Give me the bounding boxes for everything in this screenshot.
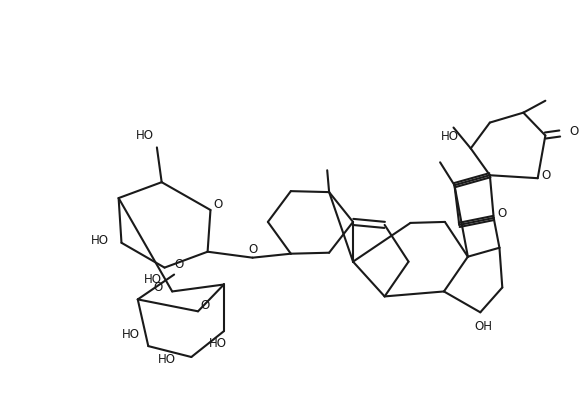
Text: HO: HO bbox=[209, 337, 227, 350]
Text: HO: HO bbox=[158, 353, 176, 366]
Text: HO: HO bbox=[136, 129, 154, 142]
Text: O: O bbox=[570, 125, 579, 138]
Text: HO: HO bbox=[122, 328, 140, 341]
Text: O: O bbox=[541, 169, 550, 182]
Text: O: O bbox=[213, 198, 222, 211]
Text: O: O bbox=[174, 258, 183, 271]
Text: HO: HO bbox=[441, 130, 459, 143]
Text: O: O bbox=[153, 280, 162, 294]
Text: HO: HO bbox=[91, 233, 109, 246]
Text: HO: HO bbox=[144, 273, 162, 286]
Text: O: O bbox=[200, 299, 209, 312]
Text: OH: OH bbox=[474, 320, 492, 333]
Text: O: O bbox=[248, 243, 257, 256]
Text: O: O bbox=[498, 207, 507, 220]
